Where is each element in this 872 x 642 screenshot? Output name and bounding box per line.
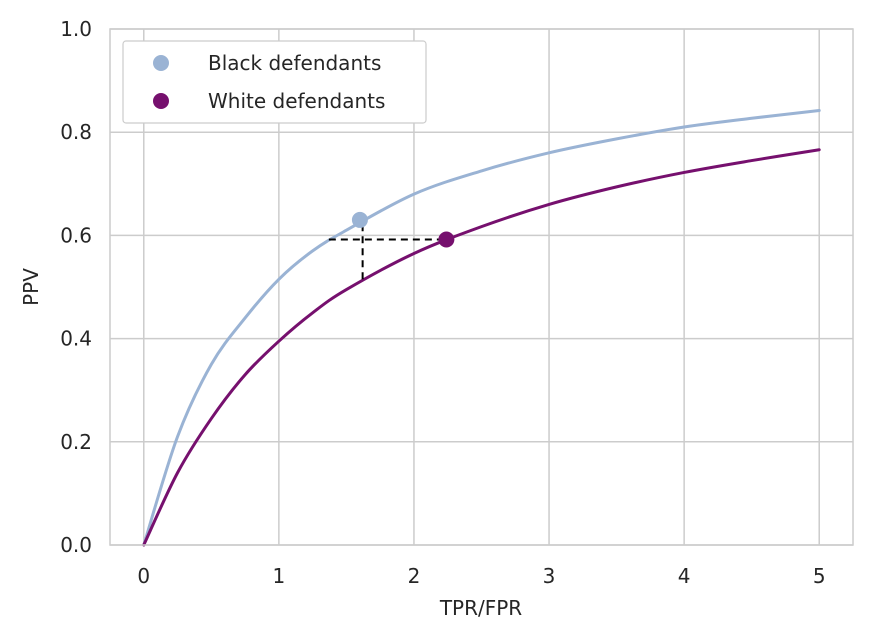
legend-marker-white-defendants [153, 93, 169, 109]
x-tick-label: 2 [408, 564, 421, 588]
x-tick-label: 3 [543, 564, 556, 588]
legend-marker-black-defendants [153, 55, 169, 71]
x-tick-label: 0 [137, 564, 150, 588]
y-tick-label: 0.4 [60, 327, 92, 351]
y-tick-labels: 0.0 0.2 0.4 0.6 0.8 1.0 [60, 17, 92, 557]
x-tick-label: 4 [678, 564, 691, 588]
x-axis-label: TPR/FPR [439, 596, 522, 620]
operating-point-white-defendants [438, 231, 455, 248]
legend: Black defendants White defendants [122, 40, 427, 124]
series-points [351, 211, 455, 248]
y-tick-label: 0.6 [60, 223, 92, 247]
operating-point-black-defendants [351, 211, 368, 228]
series-lines [142, 109, 821, 547]
y-tick-label: 0.0 [60, 533, 92, 557]
legend-label-white-defendants: White defendants [208, 89, 385, 113]
x-tick-label: 1 [272, 564, 285, 588]
x-tick-label: 5 [813, 564, 826, 588]
y-tick-label: 1.0 [60, 17, 92, 41]
legend-box [122, 40, 427, 124]
series-line-white-defendants [142, 148, 821, 547]
plot-frame [109, 28, 854, 546]
annotations [328, 219, 447, 280]
y-tick-label: 0.2 [60, 430, 92, 454]
y-axis-label: PPV [19, 268, 43, 306]
y-tick-label: 0.8 [60, 120, 92, 144]
x-tick-labels: 0 1 2 3 4 5 [137, 564, 825, 588]
legend-label-black-defendants: Black defendants [208, 51, 381, 75]
series-line-black-defendants [142, 109, 821, 547]
